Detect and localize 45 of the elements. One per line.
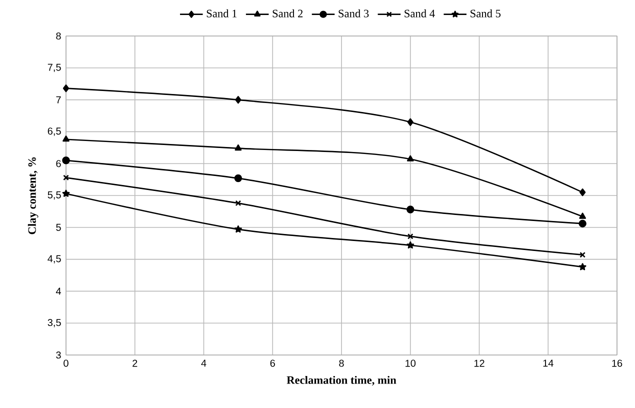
x-tick-label: 10: [406, 360, 416, 367]
y-tick-label: 7: [56, 96, 61, 104]
x-axis-title: Reclamation time, min: [286, 376, 396, 386]
x-tick-label: 14: [543, 360, 554, 367]
point: [235, 96, 242, 104]
point: [407, 118, 414, 126]
point: [234, 144, 242, 151]
y-tick-label: 7,5: [48, 64, 61, 72]
point: [579, 212, 586, 219]
x-tick-label: 2: [132, 360, 138, 367]
x-tick-label: 6: [270, 360, 275, 367]
point: [62, 135, 70, 142]
legend-label: Sand 5: [470, 9, 501, 18]
point: [62, 156, 70, 164]
point: [406, 206, 414, 214]
point: [578, 220, 586, 228]
y-tick-label: 3,5: [48, 318, 61, 328]
y-tick-label: 8: [56, 32, 61, 40]
point: [62, 84, 70, 92]
point: [235, 200, 242, 206]
legend-label: Sand 4: [404, 9, 435, 18]
y-tick-label: 4,5: [48, 255, 61, 264]
point: [234, 225, 242, 233]
point: [407, 233, 414, 240]
point: [578, 263, 586, 270]
y-tick-label: 6: [56, 160, 61, 168]
y-tick-label: 6,5: [48, 128, 61, 136]
point: [579, 188, 586, 196]
y-axis-title: Clay content, %: [28, 157, 38, 234]
y-tick-label: 5,5: [48, 191, 61, 200]
x-tick-label: 16: [612, 360, 622, 367]
legend-label: Sand 1: [206, 9, 237, 18]
y-tick-label: 3: [56, 351, 61, 359]
y-tick-label: 4: [56, 288, 61, 295]
legend-label: Sand 2: [272, 9, 303, 18]
x-tick-label: 12: [474, 360, 484, 367]
point: [406, 155, 414, 162]
x-tick-label: 0: [64, 360, 68, 367]
point: [234, 174, 242, 182]
point: [62, 190, 70, 197]
x-tick-label: 8: [339, 360, 344, 367]
legend-label: Sand 3: [338, 9, 369, 18]
x-tick-label: 4: [201, 360, 206, 367]
y-tick-label: 5: [56, 224, 61, 231]
point: [406, 241, 414, 249]
